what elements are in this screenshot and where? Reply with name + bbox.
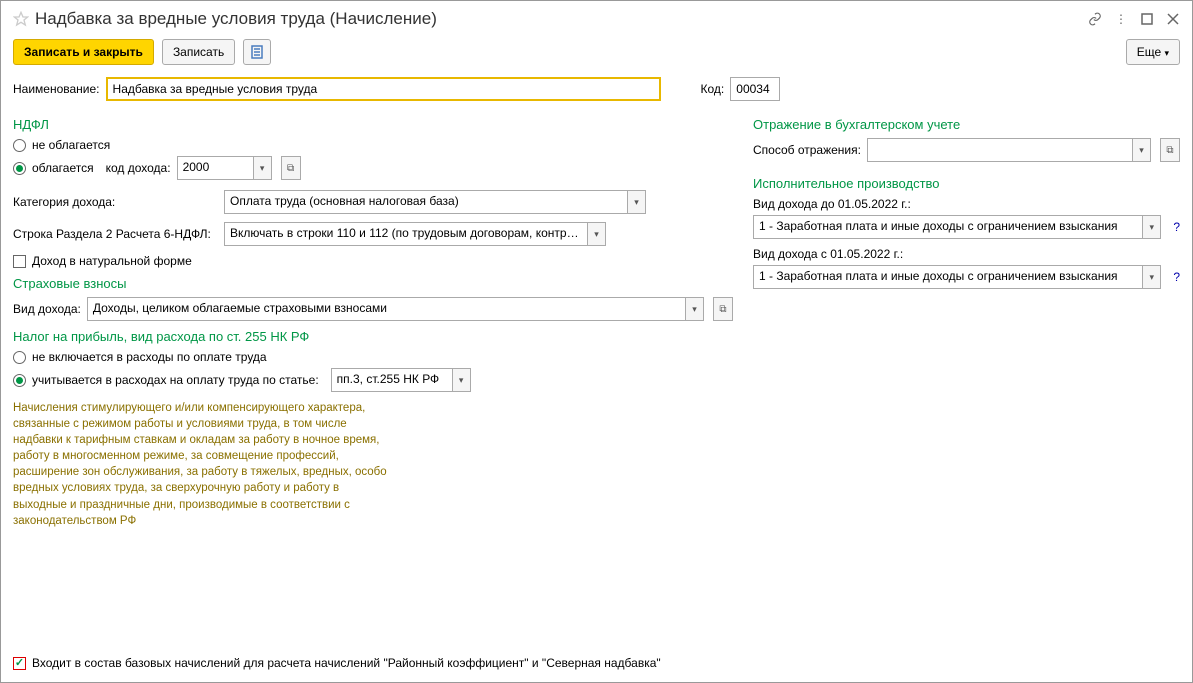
footer-checkbox[interactable] bbox=[13, 657, 26, 670]
main-window: Надбавка за вредные условия труда (Начис… bbox=[0, 0, 1193, 683]
profit-included-radio[interactable] bbox=[13, 374, 26, 387]
name-label: Наименование: bbox=[13, 82, 100, 96]
row2-dropdown[interactable]: ▾ bbox=[588, 222, 606, 246]
name-code-row: Наименование: Код: bbox=[13, 77, 1180, 101]
profit-not-included-radio[interactable] bbox=[13, 351, 26, 364]
link-icon[interactable] bbox=[1088, 12, 1102, 26]
enforcement-before-select[interactable]: 1 - Заработная плата и иные доходы с огр… bbox=[753, 215, 1143, 239]
income-code-open[interactable]: ⧉ bbox=[281, 156, 301, 180]
footer: Входит в состав базовых начислений для р… bbox=[13, 656, 661, 670]
save-close-button[interactable]: Записать и закрыть bbox=[13, 39, 154, 65]
profit-not-included-label: не включается в расходы по оплате труда bbox=[32, 350, 267, 364]
insurance-type-select[interactable]: Доходы, целиком облагаемые страховыми вз… bbox=[87, 297, 686, 321]
toolbar: Записать и закрыть Записать Еще ▾ bbox=[13, 39, 1180, 65]
accounting-method-select[interactable] bbox=[867, 138, 1133, 162]
enforcement-after-label: Вид дохода с 01.05.2022 г.: bbox=[753, 247, 1180, 261]
enforcement-after-select[interactable]: 1 - Заработная плата и иные доходы с огр… bbox=[753, 265, 1143, 289]
income-code-dropdown[interactable]: ▾ bbox=[254, 156, 272, 180]
code-input[interactable] bbox=[730, 77, 780, 101]
insurance-type-open[interactable]: ⧉ bbox=[713, 297, 733, 321]
category-label: Категория дохода: bbox=[13, 195, 218, 209]
accounting-method-open[interactable]: ⧉ bbox=[1160, 138, 1180, 162]
profit-article-dropdown[interactable]: ▾ bbox=[453, 368, 471, 392]
save-button[interactable]: Записать bbox=[162, 39, 235, 65]
insurance-section-title: Страховые взносы bbox=[13, 276, 733, 291]
enforcement-after-help[interactable]: ? bbox=[1173, 270, 1180, 284]
profit-tax-description: Начисления стимулирующего и/или компенси… bbox=[13, 400, 393, 529]
category-select[interactable]: Оплата труда (основная налоговая база) bbox=[224, 190, 628, 214]
accounting-method-label: Способ отражения: bbox=[753, 143, 861, 157]
close-icon[interactable] bbox=[1166, 12, 1180, 26]
profit-included-label: учитывается в расходах на оплату труда п… bbox=[32, 373, 319, 387]
accounting-section-title: Отражение в бухгалтерском учете bbox=[753, 117, 1180, 132]
maximize-icon[interactable] bbox=[1140, 12, 1154, 26]
income-code-label: код дохода: bbox=[106, 161, 171, 175]
enforcement-section-title: Исполнительное производство bbox=[753, 176, 1180, 191]
row2-label: Строка Раздела 2 Расчета 6-НДФЛ: bbox=[13, 227, 218, 241]
in-kind-checkbox[interactable] bbox=[13, 255, 26, 268]
enforcement-before-help[interactable]: ? bbox=[1173, 220, 1180, 234]
profit-tax-section-title: Налог на прибыль, вид расхода по ст. 255… bbox=[13, 329, 733, 344]
more-button[interactable]: Еще ▾ bbox=[1126, 39, 1180, 65]
name-input[interactable] bbox=[106, 77, 661, 101]
ndfl-taxed-radio[interactable] bbox=[13, 162, 26, 175]
in-kind-label: Доход в натуральной форме bbox=[32, 254, 192, 268]
ndfl-not-taxed-label: не облагается bbox=[32, 138, 110, 152]
category-dropdown[interactable]: ▾ bbox=[628, 190, 646, 214]
enforcement-before-label: Вид дохода до 01.05.2022 г.: bbox=[753, 197, 1180, 211]
window-title: Надбавка за вредные условия труда (Начис… bbox=[35, 9, 1088, 29]
enforcement-after-dropdown[interactable]: ▾ bbox=[1143, 265, 1161, 289]
code-label: Код: bbox=[701, 82, 725, 96]
profit-article-select[interactable]: пп.3, ст.255 НК РФ bbox=[331, 368, 453, 392]
list-icon-button[interactable] bbox=[243, 39, 271, 65]
enforcement-before-dropdown[interactable]: ▾ bbox=[1143, 215, 1161, 239]
row2-select[interactable]: Включать в строки 110 и 112 (по трудовым… bbox=[224, 222, 588, 246]
ndfl-taxed-label: облагается bbox=[32, 161, 94, 175]
menu-icon[interactable]: ⋮ bbox=[1114, 12, 1128, 26]
titlebar: Надбавка за вредные условия труда (Начис… bbox=[13, 9, 1180, 29]
ndfl-section-title: НДФЛ bbox=[13, 117, 733, 132]
income-code-select[interactable]: 2000 bbox=[177, 156, 254, 180]
ndfl-not-taxed-radio[interactable] bbox=[13, 139, 26, 152]
insurance-type-dropdown[interactable]: ▾ bbox=[686, 297, 704, 321]
star-icon[interactable] bbox=[13, 11, 29, 27]
accounting-method-dropdown[interactable]: ▾ bbox=[1133, 138, 1151, 162]
insurance-type-label: Вид дохода: bbox=[13, 302, 81, 316]
footer-text: Входит в состав базовых начислений для р… bbox=[32, 656, 661, 670]
